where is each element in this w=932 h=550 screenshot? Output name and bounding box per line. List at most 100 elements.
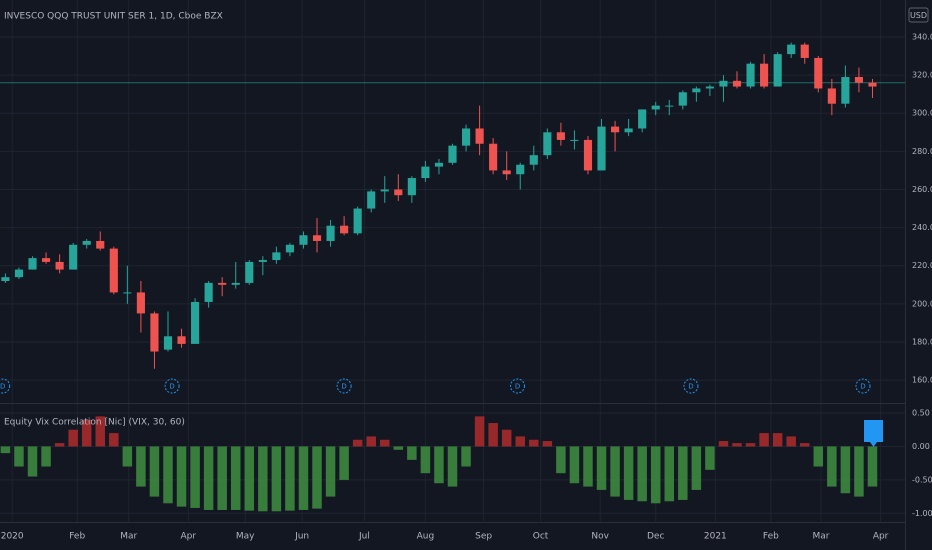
histogram-bar <box>258 446 268 512</box>
x-tick-label: Oct <box>533 532 549 542</box>
currency-box[interactable] <box>908 7 929 23</box>
histogram-bar <box>176 446 187 507</box>
histogram-bar <box>95 416 105 447</box>
candle-body <box>624 128 633 133</box>
candle-body <box>434 162 444 167</box>
x-tick-label: Mar <box>120 532 137 542</box>
histogram-bar <box>339 446 349 480</box>
histogram-bar <box>867 446 878 487</box>
dividend-marker[interactable] <box>683 378 699 394</box>
x-tick-label: Feb <box>69 532 85 542</box>
dividend-marker[interactable] <box>855 378 871 394</box>
candle-body <box>448 145 457 163</box>
histogram-bar <box>81 419 92 447</box>
candle-body <box>543 132 552 156</box>
histogram-bar <box>664 446 675 502</box>
candle-body <box>82 240 91 245</box>
candle-body <box>191 301 200 344</box>
x-tick-label: Dec <box>647 532 664 542</box>
candle-body <box>407 178 416 196</box>
candle-body <box>746 63 755 87</box>
histogram-bar <box>434 446 444 484</box>
y-tick-label: 200.00 <box>912 299 932 308</box>
histogram-bar <box>285 446 295 511</box>
candle-body <box>204 282 213 302</box>
histogram-bar <box>447 446 458 487</box>
histogram-bar <box>610 446 620 497</box>
y-tick-label: 300.00 <box>912 109 932 118</box>
candle-body <box>421 166 430 179</box>
y-tick-label: 0.00 <box>912 442 930 451</box>
histogram-bar <box>705 446 715 470</box>
histogram-bar <box>800 443 810 447</box>
y-tick-label: 160.00 <box>912 376 932 385</box>
histogram-bar <box>27 446 38 477</box>
dividend-marker[interactable] <box>336 378 352 394</box>
histogram-bar <box>813 446 824 467</box>
histogram-bar <box>122 446 133 467</box>
histogram-bar <box>380 439 390 447</box>
dividend-label: D <box>515 383 520 391</box>
histogram-bar <box>109 433 119 447</box>
x-tick-label: Jun <box>294 532 309 542</box>
y-tick-label: 240.00 <box>912 223 932 232</box>
candle-body <box>28 258 37 270</box>
candle-body <box>854 77 864 83</box>
candle-body <box>773 54 782 87</box>
candle-body <box>800 44 809 58</box>
candle-body <box>109 248 118 293</box>
dividend-marker[interactable] <box>164 378 180 394</box>
histogram-bar <box>312 446 322 509</box>
candle-body <box>719 80 728 87</box>
candle-body <box>55 261 64 270</box>
last-value-flag <box>864 420 883 447</box>
histogram-bar <box>136 446 146 487</box>
histogram-bar <box>691 446 702 490</box>
histogram-bar <box>393 446 404 450</box>
candle-body <box>570 139 579 141</box>
histogram-bar <box>854 446 864 497</box>
candle-body <box>732 80 742 87</box>
candle-body <box>177 336 186 344</box>
histogram-bar <box>407 446 417 460</box>
histogram-bar <box>542 441 553 447</box>
histogram-bar <box>678 446 688 500</box>
histogram-bar <box>488 423 498 447</box>
y-tick-label: 340.00 <box>912 32 932 41</box>
currency-label[interactable]: USD <box>910 11 927 20</box>
candle-body <box>245 261 254 283</box>
candle-body <box>218 282 227 285</box>
dividend-marker[interactable] <box>0 378 11 394</box>
histogram-bar <box>217 446 227 510</box>
candle-body <box>475 128 484 144</box>
histogram-bar <box>623 446 634 500</box>
candle-body <box>353 208 362 234</box>
indicator-title: Equity Vix Correlation [Nic] (VIX, 30, 6… <box>4 418 185 428</box>
candle-body <box>705 86 714 89</box>
candle-body <box>651 105 660 110</box>
candle-body <box>258 260 267 262</box>
candle-body <box>312 235 322 241</box>
candle-body <box>380 189 389 192</box>
x-tick-label: Jul <box>358 532 370 542</box>
y-tick-label: 260.00 <box>912 185 932 194</box>
histogram-bar <box>54 443 65 447</box>
candle-body <box>394 189 403 196</box>
axes-layer: 2020 Feb Mar Apr May Jun Jul Aug Sep Oct Nov Dec 202… <box>1 32 932 541</box>
histogram-bar <box>501 429 512 447</box>
dividend-marker[interactable] <box>510 378 526 394</box>
histogram-bar <box>420 446 431 474</box>
histogram-bar <box>230 446 241 510</box>
y-tick-label: 220.00 <box>912 261 932 270</box>
candle-body <box>760 63 769 87</box>
candle-body <box>69 244 78 270</box>
x-tick-label: Nov <box>591 532 609 542</box>
histogram-bar <box>149 446 160 497</box>
candle-body <box>367 191 376 209</box>
histogram-bar <box>529 439 539 447</box>
candle-body <box>150 313 159 352</box>
histogram-bar <box>474 416 485 447</box>
candle-body <box>96 240 105 249</box>
y-tick-label: 280.00 <box>912 147 932 156</box>
histogram-bar <box>14 446 24 467</box>
